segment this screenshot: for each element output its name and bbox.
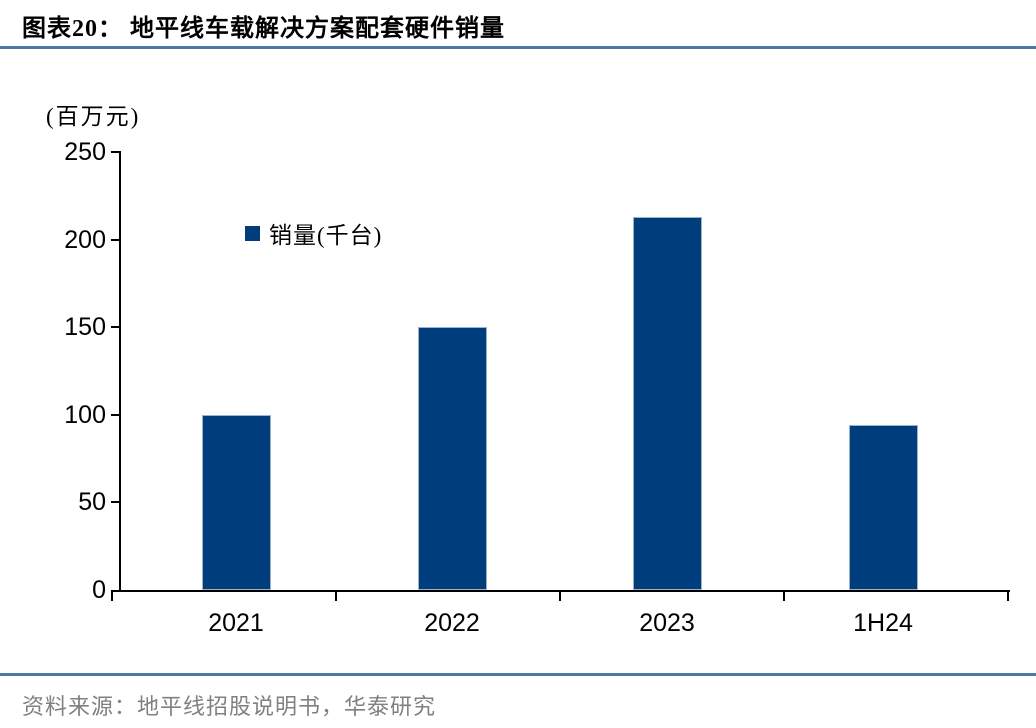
x-axis-tick [783, 590, 785, 601]
bar-2021 [202, 415, 271, 590]
y-axis-tick [111, 501, 120, 503]
y-axis-tick [111, 239, 120, 241]
y-axis-unit-label: (百万元) [46, 104, 141, 129]
legend-label: 销量(千台) [269, 223, 383, 248]
y-axis-tick [111, 151, 120, 153]
bar-2023 [633, 217, 702, 590]
y-axis-tick-label: 0 [92, 576, 106, 604]
y-axis-tick-label: 150 [64, 313, 106, 341]
y-axis-tick [111, 326, 120, 328]
title-divider [0, 46, 1036, 49]
x-axis-category-label: 2023 [639, 609, 695, 637]
x-axis-line [112, 590, 1010, 592]
y-axis-tick-label: 200 [64, 226, 106, 254]
y-axis-tick-label: 250 [64, 138, 106, 166]
x-axis-tick [335, 590, 337, 601]
y-axis-tick [111, 414, 120, 416]
x-axis-tick [1007, 590, 1009, 601]
y-axis-line [119, 151, 121, 592]
source-note: 资料来源：地平线招股说明书，华泰研究 [22, 694, 437, 719]
bar-1H24 [849, 425, 918, 590]
footer-divider [0, 673, 1036, 676]
x-axis-tick [559, 590, 561, 601]
legend-swatch-icon [245, 225, 260, 241]
x-axis-tick [111, 590, 113, 601]
x-axis-category-label: 2021 [208, 609, 264, 637]
y-axis-tick-label: 100 [64, 401, 106, 429]
bar-2022 [418, 327, 487, 590]
x-axis-category-label: 2022 [424, 609, 480, 637]
chart-title: 图表20： 地平线车载解决方案配套硬件销量 [22, 16, 505, 42]
y-axis-tick-label: 50 [78, 488, 106, 516]
x-axis-category-label: 1H24 [853, 609, 913, 637]
chart-legend: 销量(千台) [245, 216, 382, 250]
